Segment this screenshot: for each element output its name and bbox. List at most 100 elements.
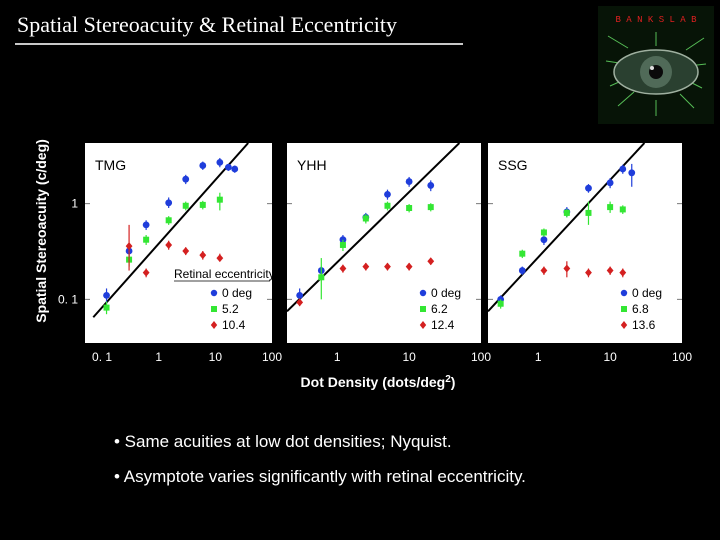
legend-label: 0 deg: [222, 286, 252, 300]
data-point: [296, 291, 304, 299]
series-blue: [497, 163, 636, 304]
series-red: [540, 261, 627, 278]
panel-title: YHH: [297, 157, 327, 173]
x-axis-label-main: Dot Density (dots/deg: [301, 374, 446, 390]
y-axis-label: Spatial Stereoacuity (c/deg): [33, 139, 49, 323]
x-axis-label-tail: ): [451, 374, 456, 390]
series-green: [497, 201, 626, 309]
data-point: [606, 179, 614, 187]
data-point: [405, 262, 413, 271]
legend-marker: [621, 306, 627, 312]
data-point: [628, 169, 636, 177]
data-point: [427, 204, 434, 211]
bullet-item: • Same acuities at low dot densities; Ny…: [114, 432, 452, 451]
data-point: [427, 182, 435, 189]
data-point: [182, 247, 190, 256]
x-tick-label: 10: [603, 350, 617, 364]
data-point: [619, 165, 627, 173]
data-point: [540, 229, 547, 236]
x-tick-label: 0. 1: [92, 350, 112, 364]
panel-title: SSG: [498, 157, 528, 173]
legend-label: 10.4: [222, 318, 246, 332]
bullet-item: • Asymptote varies significantly with re…: [114, 466, 526, 486]
data-point: [318, 274, 325, 281]
x-tick-label: 100: [672, 350, 692, 364]
panel-background: [85, 143, 272, 343]
data-point: [231, 165, 239, 173]
legend-marker: [210, 321, 218, 329]
bullet-list: • Same acuities at low dot densities; Ny…: [114, 430, 526, 499]
data-point: [216, 158, 224, 166]
data-point: [606, 266, 614, 275]
series-red: [125, 224, 224, 278]
data-point: [165, 199, 173, 207]
x-tick-label: 1: [155, 350, 162, 364]
data-point: [362, 215, 369, 222]
slide-title: Spatial Stereoacuity & Retinal Eccentric…: [17, 12, 397, 37]
data-point: [216, 254, 224, 263]
data-point: [518, 267, 526, 274]
chart-panels: TMG Retinal eccentricity 0 deg 5.2 10.4 YHH 0 …: [85, 143, 682, 343]
data-point: [607, 204, 614, 211]
data-point: [519, 250, 526, 257]
data-point: [619, 268, 627, 277]
data-point: [497, 300, 504, 307]
data-point: [216, 196, 223, 203]
legend-marker: [420, 306, 426, 312]
panel-ssg: SSG 0 deg 6.8 13.6: [488, 143, 682, 343]
panel-plot-area: [488, 143, 646, 312]
logo-text: B A N K S L A B: [615, 15, 697, 25]
data-point: [563, 264, 571, 273]
legend-marker: [419, 289, 427, 297]
legend-label: 13.6: [632, 318, 656, 332]
data-point: [125, 242, 133, 251]
x-tick-label: 100: [262, 350, 282, 364]
panel-background: [488, 143, 682, 343]
legend-marker: [620, 289, 628, 297]
legend-marker: [620, 321, 628, 329]
nyquist-line: [488, 143, 646, 312]
data-point: [103, 291, 110, 299]
data-point: [585, 184, 592, 192]
data-point: [199, 162, 207, 169]
data-point: [585, 209, 592, 216]
nyquist-line: [287, 143, 461, 313]
data-point: [563, 209, 570, 216]
data-point: [199, 201, 206, 208]
data-point: [384, 262, 391, 271]
data-point: [165, 240, 173, 249]
data-point: [182, 202, 189, 209]
y-tick-labels: 1 0. 1: [58, 197, 78, 307]
x-tick-label: 1: [535, 350, 542, 364]
legend-label: 5.2: [222, 302, 239, 316]
x-tick-label: 100: [471, 350, 491, 364]
legend-label: 0 deg: [431, 286, 461, 300]
data-point: [619, 206, 626, 213]
legend-label: 12.4: [431, 318, 455, 332]
nyquist-line: [92, 143, 249, 318]
data-point: [142, 268, 150, 277]
panel-yhh: YHH 0 deg 6.2 12.4: [287, 143, 481, 343]
data-point: [384, 202, 391, 209]
panel-tmg: TMG Retinal eccentricity 0 deg 5.2 10.4: [85, 143, 275, 343]
data-point: [142, 221, 150, 229]
data-point: [165, 217, 172, 224]
data-point: [585, 268, 592, 277]
data-point: [339, 241, 346, 248]
x-axis-label-sup: 2: [445, 374, 451, 385]
x-axis-label: Dot Density (dots/deg2): [301, 374, 456, 390]
legend-title: Retinal eccentricity: [174, 267, 275, 281]
data-point: [199, 251, 207, 260]
data-point: [225, 163, 232, 171]
series-green: [318, 201, 434, 300]
panel-background: [287, 143, 481, 343]
legend-label: 0 deg: [632, 286, 662, 300]
panel-plot-area: [287, 143, 461, 313]
data-point: [143, 236, 150, 243]
y-tick-label: 1: [71, 197, 78, 211]
stereoacuity-chart: TMG Retinal eccentricity 0 deg 5.2 10.4 YHH 0 …: [33, 139, 692, 390]
data-point: [339, 264, 347, 273]
data-point: [406, 205, 413, 212]
data-point: [405, 178, 413, 185]
x-tick-label: 10: [209, 350, 223, 364]
